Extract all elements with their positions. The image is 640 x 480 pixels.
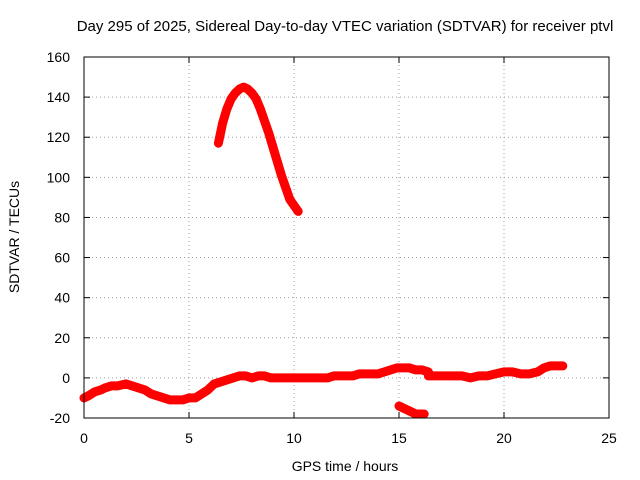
- data-point: [558, 361, 567, 370]
- data-point: [264, 129, 273, 138]
- data-point: [432, 371, 441, 380]
- x-tick-label: 15: [391, 430, 407, 446]
- y-tick-label: 140: [47, 89, 71, 105]
- data-point: [403, 405, 412, 414]
- data-point: [147, 389, 156, 398]
- data-point: [84, 391, 93, 400]
- y-tick-label: -20: [50, 410, 70, 426]
- data-point: [281, 183, 290, 192]
- data-point: [153, 391, 162, 400]
- y-tick-label: 40: [54, 290, 70, 306]
- data-point: [269, 143, 277, 152]
- data-point: [210, 379, 219, 388]
- y-tick-label: 120: [47, 129, 71, 145]
- data-point: [483, 371, 492, 380]
- data-point: [500, 367, 508, 376]
- data-point: [191, 393, 200, 402]
- data-point: [399, 403, 408, 412]
- data-point: [214, 139, 223, 148]
- data-point: [134, 383, 143, 392]
- data-point: [235, 85, 244, 94]
- data-point: [508, 367, 517, 376]
- data-point: [239, 83, 248, 92]
- data-point: [216, 377, 225, 386]
- data-point: [229, 373, 238, 382]
- data-point: [277, 171, 286, 180]
- x-tick-label: 25: [601, 430, 617, 446]
- data-point: [491, 369, 500, 378]
- plot-frame: [83, 56, 610, 419]
- data-point: [197, 389, 206, 398]
- data-point: [222, 375, 231, 384]
- y-tick-label: 100: [47, 169, 71, 185]
- data-point: [140, 385, 149, 394]
- data-point: [386, 365, 395, 374]
- data-point: [458, 371, 466, 380]
- grid-lines: [84, 57, 609, 418]
- data-point: [348, 371, 357, 380]
- data-point: [248, 373, 256, 382]
- data-point: [273, 157, 282, 166]
- chart-title: Day 295 of 2025, Sidereal Day-to-day VTE…: [77, 18, 614, 35]
- data-point: [122, 379, 130, 388]
- data-point: [128, 381, 137, 390]
- x-tick-label: 20: [496, 430, 512, 446]
- data-point: [96, 385, 105, 394]
- data-point: [178, 395, 187, 404]
- data-point: [539, 363, 548, 372]
- data-point: [203, 385, 212, 394]
- data-point: [101, 383, 109, 392]
- data-point: [533, 367, 542, 376]
- y-tick-label: 160: [47, 49, 71, 65]
- data-point: [323, 373, 332, 382]
- y-tick-label: 60: [54, 250, 70, 266]
- y-tick-label: 0: [62, 370, 70, 386]
- data-point: [243, 85, 252, 94]
- y-axis-label: SDTVAR / TECUs: [6, 181, 22, 293]
- data-point: [218, 119, 227, 128]
- y-tick-label: 80: [54, 209, 70, 225]
- data-point: [424, 371, 433, 380]
- data-point: [159, 393, 168, 402]
- x-tick-label: 0: [80, 430, 88, 446]
- data-point: [380, 367, 389, 376]
- data-point: [294, 207, 303, 216]
- data-point: [252, 95, 261, 104]
- data-point: [260, 117, 269, 126]
- data-point: [407, 407, 416, 416]
- data-point: [395, 401, 403, 410]
- y-tick-label: 20: [54, 330, 70, 346]
- data-point: [113, 381, 122, 390]
- data-point: [405, 363, 414, 372]
- data-point: [256, 105, 265, 114]
- data-series: [79, 82, 568, 419]
- data-point: [260, 371, 269, 380]
- data-point: [285, 195, 294, 204]
- data-point: [90, 387, 99, 396]
- data-point: [222, 105, 231, 114]
- y-axis-ticks: -20 0 20 40 60 80 100 120 140 160: [47, 49, 609, 426]
- data-point: [227, 95, 235, 104]
- data-point: [525, 369, 534, 378]
- data-point: [374, 369, 382, 378]
- data-point: [449, 371, 458, 380]
- data-point: [466, 373, 475, 382]
- x-tick-label: 10: [286, 430, 302, 446]
- data-point: [516, 369, 525, 378]
- data-point: [474, 371, 483, 380]
- data-point: [420, 409, 429, 418]
- x-axis-ticks: 0 5 10 15 20 25: [80, 57, 617, 446]
- data-point: [290, 201, 298, 210]
- x-tick-label: 5: [185, 430, 193, 446]
- data-point: [418, 365, 427, 374]
- x-axis-label: GPS time / hours: [292, 458, 399, 474]
- data-point: [441, 371, 450, 380]
- data-point: [241, 371, 250, 380]
- data-point: [248, 89, 256, 98]
- data-point: [231, 89, 240, 98]
